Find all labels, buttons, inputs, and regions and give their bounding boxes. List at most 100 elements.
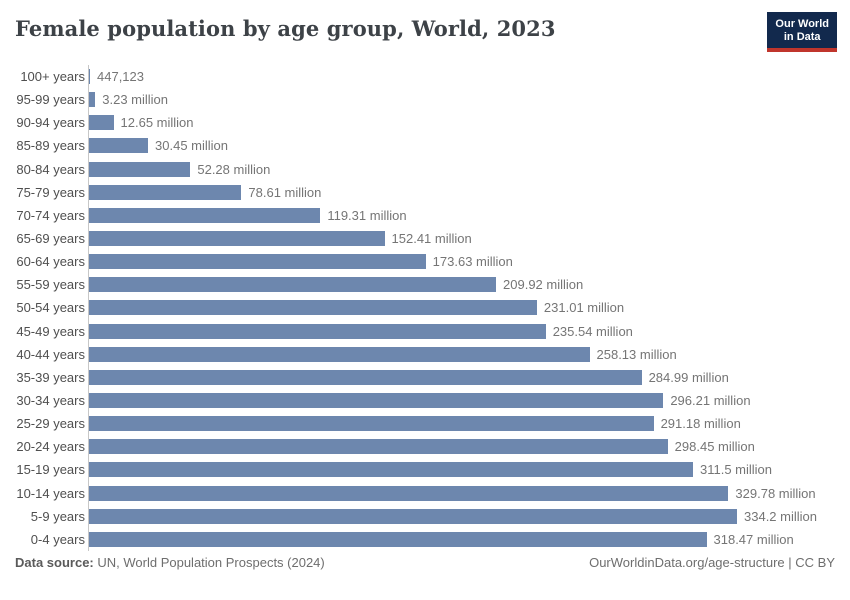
age-group-label: 20-24 years [16, 439, 85, 455]
plot-area: 12.65 million [88, 111, 835, 135]
chart-row: 10-14 years 329.78 million [15, 481, 835, 505]
bar [89, 393, 664, 409]
chart-title: Female population by age group, World, 2… [15, 16, 556, 41]
chart-row: 85-89 years 30.45 million [15, 134, 835, 158]
age-group-label: 50-54 years [16, 300, 85, 316]
age-group-label: 75-79 years [16, 184, 85, 200]
plot-area: 78.61 million [88, 180, 835, 204]
age-group-label: 55-59 years [16, 277, 85, 293]
bar [89, 69, 90, 85]
chart-row: 100+ years 447,123 [15, 65, 835, 89]
plot-area: 209.92 million [88, 273, 835, 297]
data-source: Data source: UN, World Population Prospe… [15, 555, 325, 570]
bar [89, 323, 546, 339]
data-source-label: Data source: [15, 555, 94, 570]
age-group-label: 10-14 years [16, 485, 85, 501]
plot-area: 329.78 million [88, 481, 835, 505]
age-group-label: 45-49 years [16, 323, 85, 339]
age-group-label: 60-64 years [16, 254, 85, 270]
age-group-label: 0-4 years [30, 531, 85, 547]
plot-area: 30.45 million [88, 134, 835, 158]
bar [89, 115, 114, 131]
chart-page: Female population by age group, World, 2… [15, 12, 837, 570]
chart-row: 30-34 years 296.21 million [15, 388, 835, 413]
value-label: 334.2 million [744, 508, 817, 524]
chart-row: 0-4 years 318.47 million [15, 527, 835, 551]
bar [89, 277, 497, 293]
value-label: 235.54 million [552, 323, 633, 339]
age-group-label: 90-94 years [16, 115, 85, 131]
plot-area: 296.21 million [88, 388, 835, 413]
plot-area: 284.99 million [88, 365, 835, 389]
bar [89, 508, 737, 524]
chart-row: 65-69 years 152.41 million [15, 226, 835, 251]
chart-row: 50-54 years 231.01 million [15, 296, 835, 320]
value-label: 447,123 [97, 69, 144, 85]
value-label: 173.63 million [432, 254, 513, 270]
owid-logo-line1: Our World [775, 18, 829, 30]
plot-area: 52.28 million [88, 157, 835, 181]
owid-logo: Our World in Data [767, 12, 837, 52]
plot-area: 235.54 million [88, 319, 835, 343]
chart-row: 45-49 years 235.54 million [15, 319, 835, 343]
age-group-label: 70-74 years [16, 207, 85, 223]
attribution: OurWorldinData.org/age-structure | CC BY [589, 555, 835, 570]
value-label: 284.99 million [648, 369, 729, 385]
bar [89, 462, 693, 478]
age-group-label: 15-19 years [16, 462, 85, 478]
bar [89, 416, 654, 432]
plot-area: 318.47 million [88, 527, 835, 551]
bar [89, 231, 385, 247]
bar [89, 300, 537, 316]
chart-row: 20-24 years 298.45 million [15, 435, 835, 459]
chart-row: 25-29 years 291.18 million [15, 412, 835, 436]
bar [89, 92, 96, 108]
chart-row: 70-74 years 119.31 million [15, 203, 835, 227]
age-group-label: 5-9 years [30, 508, 85, 524]
plot-area: 311.5 million [88, 458, 835, 482]
chart-row: 80-84 years 52.28 million [15, 157, 835, 181]
plot-area: 447,123 [88, 65, 835, 89]
plot-area: 3.23 million [88, 88, 835, 112]
value-label: 78.61 million [248, 184, 322, 200]
age-group-label: 85-89 years [16, 138, 85, 154]
bar [89, 184, 242, 200]
chart-row: 15-19 years 311.5 million [15, 458, 835, 482]
value-label: 258.13 million [596, 346, 677, 362]
plot-area: 231.01 million [88, 296, 835, 320]
bar [89, 138, 149, 154]
age-group-label: 40-44 years [16, 346, 85, 362]
value-label: 296.21 million [670, 393, 751, 409]
value-label: 12.65 million [120, 115, 194, 131]
value-label: 3.23 million [102, 92, 169, 108]
chart-row: 35-39 years 284.99 million [15, 365, 835, 389]
value-label: 291.18 million [660, 416, 741, 432]
plot-area: 173.63 million [88, 250, 835, 274]
plot-area: 258.13 million [88, 342, 835, 366]
bar [89, 254, 426, 270]
chart-row: 55-59 years 209.92 million [15, 273, 835, 297]
value-label: 152.41 million [391, 231, 472, 247]
value-label: 329.78 million [735, 485, 816, 501]
value-label: 52.28 million [197, 161, 271, 177]
age-group-label: 65-69 years [16, 231, 85, 247]
bar [89, 485, 729, 501]
age-group-label: 30-34 years [16, 393, 85, 409]
age-group-label: 80-84 years [16, 161, 85, 177]
age-group-label: 25-29 years [16, 416, 85, 432]
bar-chart: 100+ years 447,123 95-99 years 3.23 mill… [15, 65, 835, 551]
value-label: 119.31 million [327, 207, 407, 223]
chart-row: 5-9 years 334.2 million [15, 504, 835, 528]
value-label: 318.47 million [713, 531, 794, 547]
data-source-text: UN, World Population Prospects (2024) [97, 555, 325, 570]
value-label: 30.45 million [155, 138, 229, 154]
plot-area: 334.2 million [88, 504, 835, 528]
plot-area: 291.18 million [88, 412, 835, 436]
chart-row: 75-79 years 78.61 million [15, 180, 835, 204]
value-label: 209.92 million [503, 277, 584, 293]
value-label: 231.01 million [543, 300, 625, 316]
bar [89, 207, 321, 223]
age-group-label: 95-99 years [16, 92, 85, 108]
bar [89, 161, 191, 177]
value-label: 298.45 million [674, 439, 755, 455]
